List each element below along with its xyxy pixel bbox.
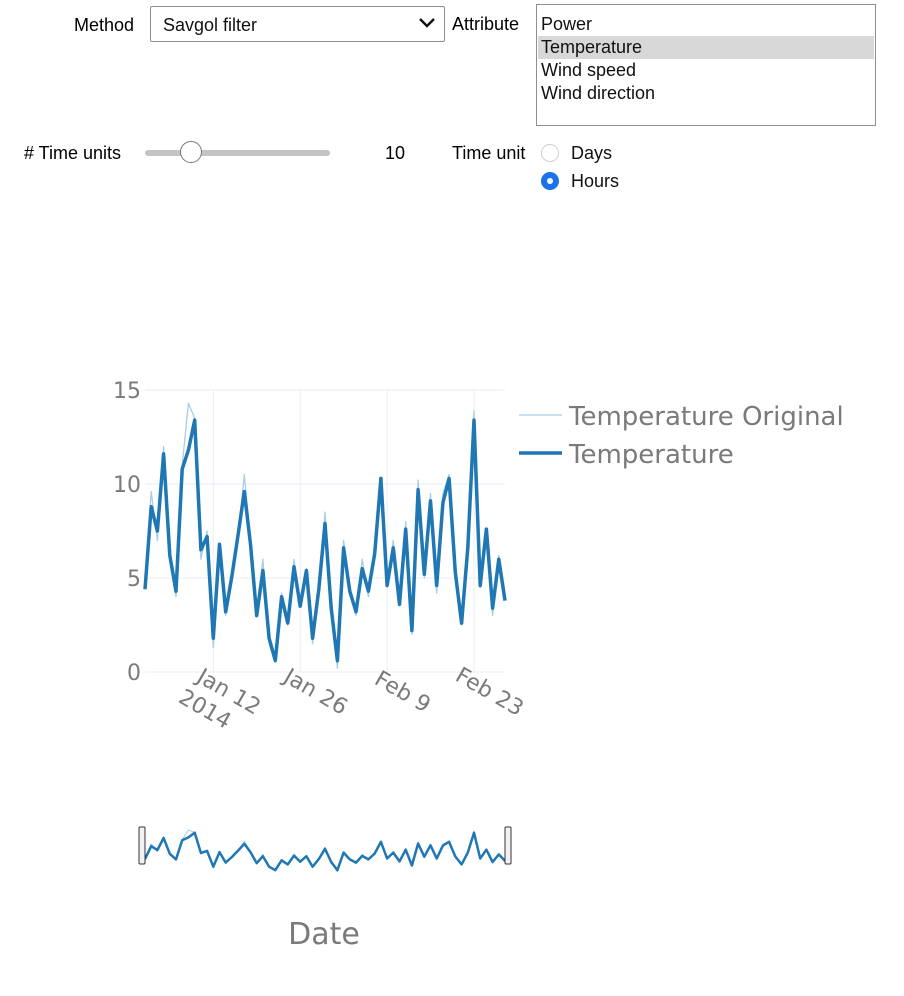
y-tick-label: 10: [113, 473, 141, 498]
days-radio-label: Days: [571, 142, 613, 163]
method-select-value: Savgol filter: [163, 15, 258, 35]
time-unit-option-days[interactable]: Days: [541, 142, 612, 164]
time-unit-label: Time unit: [452, 143, 526, 163]
legend: Temperature Original Temperature: [519, 402, 844, 470]
y-tick-label: 0: [127, 661, 141, 686]
days-radio[interactable]: [541, 144, 559, 162]
legend-label: Temperature: [568, 440, 734, 470]
attribute-label: Attribute: [452, 14, 520, 34]
method-label: Method: [74, 15, 135, 35]
time-units-slider-track[interactable]: [145, 150, 330, 156]
method-select[interactable]: Savgol filter: [150, 6, 445, 42]
attribute-option-wind-direction[interactable]: Wind direction: [541, 83, 656, 103]
plot-area[interactable]: [143, 402, 507, 669]
y-tick-label: 5: [127, 567, 141, 592]
time-units-label: # Time units: [24, 143, 122, 163]
x-tick-label: Feb 9: [370, 667, 434, 719]
y-tick-label: 15: [113, 379, 141, 404]
attribute-option-temperature[interactable]: Temperature: [538, 36, 874, 59]
hours-radio[interactable]: [541, 172, 559, 190]
series-line-temperature[interactable]: [143, 418, 507, 663]
range-slider[interactable]: [138, 826, 512, 872]
x-axis-title: Date: [288, 917, 360, 952]
y-axis-ticks: 0 5 10 15: [113, 379, 141, 686]
time-units-slider-handle[interactable]: [180, 141, 203, 163]
chevron-down-icon: [419, 18, 435, 28]
attribute-option-wind-speed[interactable]: Wind speed: [541, 60, 637, 80]
range-slider-right-handle[interactable]: [504, 826, 512, 865]
legend-label: Temperature Original: [568, 402, 844, 432]
attribute-option-power[interactable]: Power: [541, 14, 593, 34]
range-slider-left-handle[interactable]: [138, 826, 146, 865]
hours-radio-label: Hours: [571, 170, 620, 191]
x-tick: Feb 9: [370, 667, 434, 719]
attribute-listbox[interactable]: Power Temperature Wind speed Wind direct…: [536, 4, 876, 126]
range-slider-series: [143, 831, 506, 872]
time-unit-option-hours[interactable]: Hours: [541, 170, 619, 192]
time-units-value: 10: [385, 143, 406, 163]
